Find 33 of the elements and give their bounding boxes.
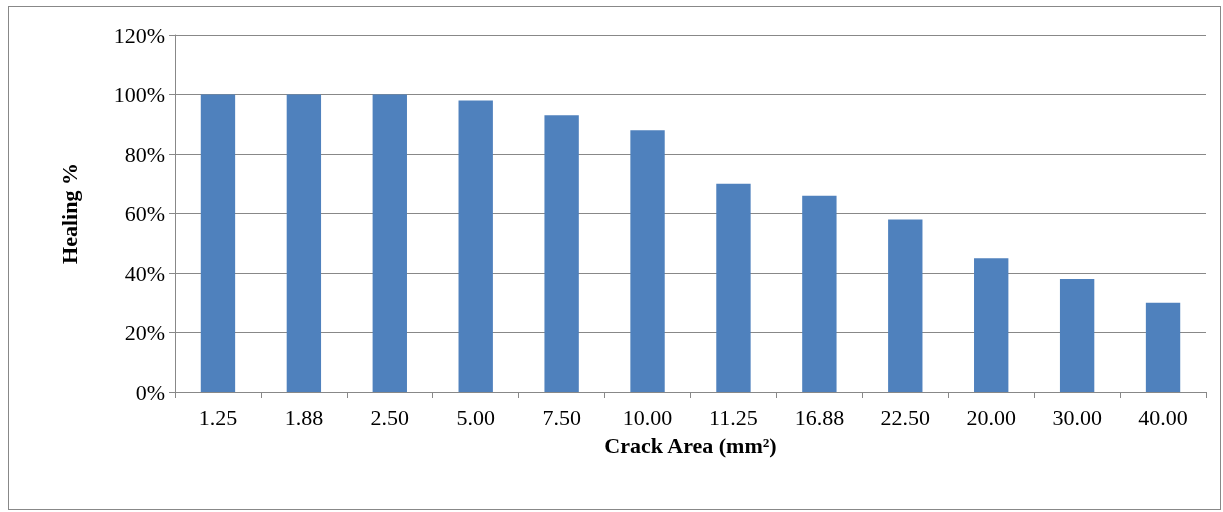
y-tick-label: 0% (135, 379, 165, 405)
bar (630, 130, 665, 392)
x-tick-label: 2.50 (370, 404, 410, 430)
x-tick-label: 11.25 (709, 404, 758, 430)
x-tick-label: 1.88 (284, 404, 324, 430)
x-tick-label: 10.00 (622, 404, 673, 430)
bar (372, 94, 407, 392)
y-axis-title: Healing % (56, 163, 82, 264)
y-tick-label: 100% (113, 82, 165, 107)
y-tick-label: 40% (124, 260, 165, 286)
bar (1145, 302, 1181, 392)
x-tick-label: 20.00 (966, 404, 1016, 430)
bar (974, 258, 1009, 392)
x-tick-label: 7.50 (542, 404, 581, 430)
x-tick-label: 16.88 (794, 404, 845, 430)
bar (888, 219, 923, 392)
y-tick-label: 120% (113, 22, 165, 48)
x-tick-label: 40.00 (1138, 404, 1188, 430)
bar (1059, 278, 1095, 392)
x-tick-label: 30.00 (1052, 404, 1102, 430)
y-tick-label: 60% (124, 201, 165, 226)
x-tick-label: 1.25 (198, 404, 238, 430)
x-tick-label: 22.50 (880, 404, 931, 430)
bar (286, 94, 322, 392)
bar (544, 115, 579, 392)
bar (458, 100, 493, 392)
x-axis-title: Crack Area (mm²) (604, 432, 777, 458)
y-tick-label: 80% (124, 141, 165, 167)
bar (802, 195, 837, 392)
y-tick-label: 20% (124, 320, 165, 345)
bar (200, 94, 236, 392)
x-tick-label: 5.00 (456, 404, 495, 430)
bar (716, 183, 751, 392)
